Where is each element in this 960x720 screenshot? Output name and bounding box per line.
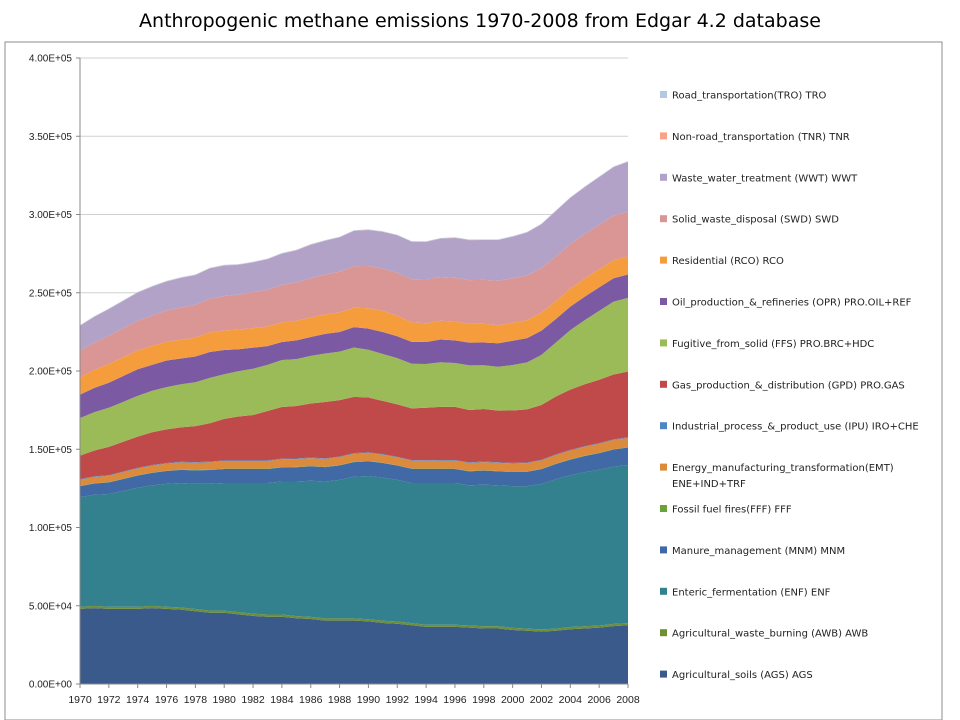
legend: Road_transportation(TRO) TRO Non-road_tra… xyxy=(660,91,919,681)
legend-label: Energy_manufacturing_transformation(EMT)… xyxy=(672,463,894,490)
x-tick-label: 1988 xyxy=(328,694,352,706)
y-tick-label: 4.00E+05 xyxy=(29,54,73,65)
legend-swatch xyxy=(660,256,667,264)
legend-label: Road_transportation(TRO) TRO xyxy=(672,91,827,102)
area-series xyxy=(80,297,628,456)
area-series xyxy=(80,465,628,630)
area-series xyxy=(80,605,628,632)
area-series xyxy=(80,256,628,395)
area-series xyxy=(80,161,628,351)
area-series xyxy=(80,608,628,684)
y-tick-label: 5.00E+04 xyxy=(29,601,73,612)
y-tick-label: 0.00E+00 xyxy=(29,680,73,691)
legend-swatch xyxy=(660,91,667,98)
legend-swatch xyxy=(660,670,667,678)
legend-swatch xyxy=(660,298,667,305)
area-series xyxy=(80,447,628,498)
x-tick-label: 1976 xyxy=(155,694,179,706)
y-tick-label: 1.50E+05 xyxy=(29,445,73,456)
y-tick-label: 2.00E+05 xyxy=(29,367,73,378)
x-tick-label: 2000 xyxy=(501,694,525,706)
legend-label: Gas_production_&_distribution (GPD) PRO.… xyxy=(672,380,905,391)
legend-label: Waste_water_treatment (WWT) WWT xyxy=(672,173,858,184)
y-tick-label: 2.50E+05 xyxy=(29,288,73,299)
x-tick-label: 1992 xyxy=(386,694,410,706)
legend-label: Non-road_transportation (TNR) TNR xyxy=(672,132,850,143)
y-tick-label: 1.00E+05 xyxy=(29,523,73,534)
legend-swatch xyxy=(660,505,667,512)
area-series xyxy=(80,211,628,378)
area-series xyxy=(80,371,628,480)
legend-label: Solid_waste_disposal (SWD) SWD xyxy=(672,215,839,226)
legend-label: Agricultural_soils (AGS) AGS xyxy=(672,670,813,681)
stacked-areas xyxy=(80,161,628,684)
x-tick-label: 1994 xyxy=(414,694,438,706)
legend-swatch xyxy=(660,215,667,223)
legend-swatch xyxy=(660,546,667,554)
x-tick-label: 1970 xyxy=(68,694,92,706)
y-tick-label: 3.00E+05 xyxy=(29,210,73,221)
x-tick-label: 1978 xyxy=(184,694,208,706)
legend-swatch xyxy=(660,173,667,181)
x-tick-label: 2006 xyxy=(587,694,611,706)
y-tick-label: 3.50E+05 xyxy=(29,132,73,143)
x-tick-label: 1984 xyxy=(270,694,294,706)
legend-swatch xyxy=(660,587,667,595)
chart-title: Anthropogenic methane emissions 1970-200… xyxy=(139,10,821,32)
x-tick-label: 1982 xyxy=(241,694,265,706)
legend-swatch xyxy=(660,132,667,140)
x-tick-label: 1974 xyxy=(126,694,150,706)
legend-swatch xyxy=(660,339,667,347)
x-tick-label: 1996 xyxy=(443,694,467,706)
axes: 0.00E+00 5.00E+04 1.00E+05 1.50E+05 2.00E+05… xyxy=(29,54,640,707)
x-tick-label: 1990 xyxy=(357,694,381,706)
legend-label: Oil_production_&_refineries (OPR) PRO.OI… xyxy=(672,298,912,309)
x-tick-label: 1986 xyxy=(299,694,323,706)
x-tick-label: 1972 xyxy=(97,694,121,706)
legend-label: Fossil fuel fires(FFF) FFF xyxy=(672,505,792,516)
area-series xyxy=(80,274,628,419)
x-tick-label: 2008 xyxy=(616,694,640,706)
legend-label: Industrial_process_&_product_use (IPU) I… xyxy=(672,422,919,433)
legend-label: Agricultural_waste_burning (AWB) AWB xyxy=(672,629,868,640)
x-tick-label: 1980 xyxy=(213,694,237,706)
legend-label: Residential (RCO) RCO xyxy=(672,256,784,267)
legend-label: Enteric_fermentation (ENF) ENF xyxy=(672,587,831,598)
legend-swatch xyxy=(660,380,667,388)
legend-swatch xyxy=(660,629,667,637)
x-tick-label: 1998 xyxy=(472,694,496,706)
legend-label: Manure_management (MNM) MNM xyxy=(672,546,845,557)
x-tick-label: 2002 xyxy=(530,694,554,706)
legend-swatch xyxy=(660,422,667,430)
legend-swatch xyxy=(660,463,667,471)
x-tick-label: 2004 xyxy=(559,694,583,706)
legend-label: Fugitive_from_solid (FFS) PRO.BRC+HDC xyxy=(672,339,874,350)
